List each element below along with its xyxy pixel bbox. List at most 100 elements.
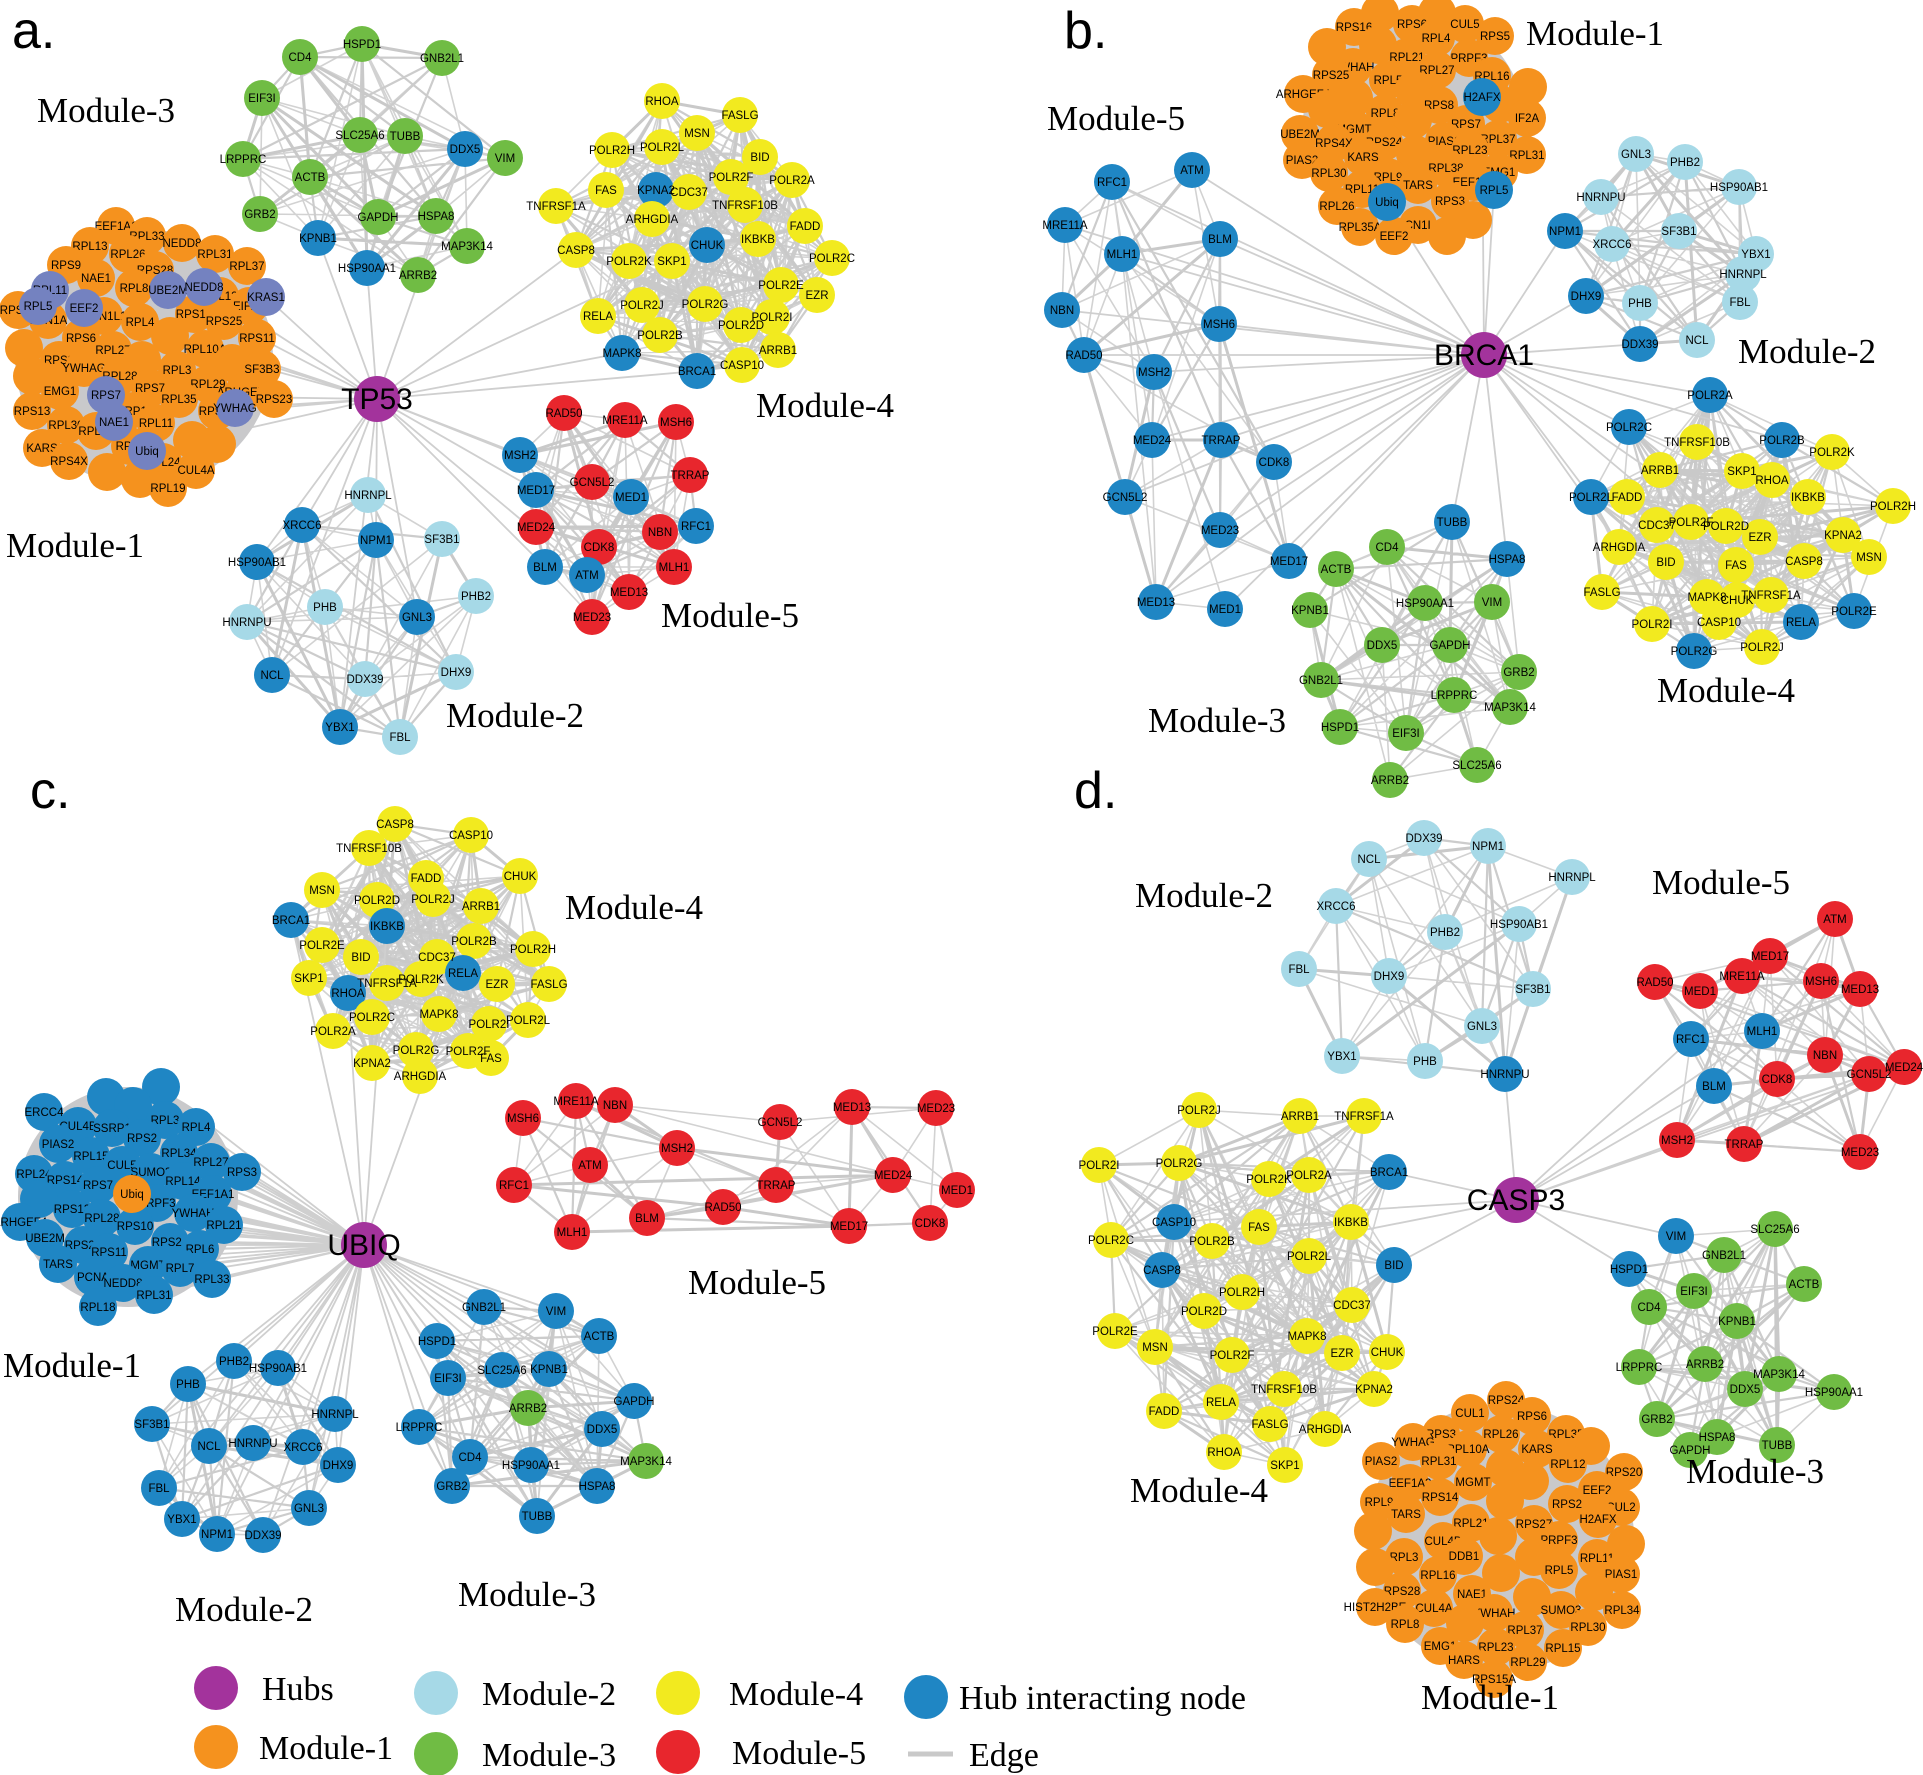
svg-text:EEF2: EEF2 [1380, 231, 1409, 243]
svg-text:NEDD8: NEDD8 [104, 1278, 143, 1290]
svg-text:DHX9: DHX9 [1374, 971, 1405, 983]
svg-text:NBN: NBN [1050, 305, 1074, 317]
svg-text:GCN5L2: GCN5L2 [570, 477, 615, 489]
svg-text:POLR2K: POLR2K [398, 974, 444, 986]
svg-text:RPS7: RPS7 [1451, 119, 1481, 131]
svg-text:RPS25: RPS25 [1313, 70, 1349, 82]
svg-text:DHX9: DHX9 [441, 667, 472, 679]
svg-text:FAS: FAS [1725, 560, 1747, 572]
svg-text:RPL8: RPL8 [120, 283, 149, 295]
svg-text:RELA: RELA [1786, 617, 1816, 629]
svg-text:RAD50: RAD50 [704, 1202, 741, 1214]
svg-text:ARRB1: ARRB1 [1641, 465, 1679, 477]
svg-text:RPL24: RPL24 [16, 1169, 52, 1181]
svg-text:RPL5: RPL5 [24, 301, 53, 313]
svg-text:NCL: NCL [197, 1441, 221, 1453]
svg-text:EEF2: EEF2 [1583, 1485, 1612, 1497]
svg-text:Module-1: Module-1 [6, 526, 144, 565]
svg-text:DDX5: DDX5 [450, 144, 481, 156]
svg-text:RAD50: RAD50 [1636, 977, 1673, 989]
svg-text:XRCC6: XRCC6 [1317, 901, 1356, 913]
svg-text:POLR2K: POLR2K [606, 256, 652, 268]
svg-text:HSP90AA1: HSP90AA1 [1805, 1387, 1863, 1399]
svg-text:c.: c. [30, 762, 70, 820]
svg-text:SF3B1: SF3B1 [424, 534, 459, 546]
svg-text:MED13: MED13 [610, 587, 648, 599]
svg-text:MED13: MED13 [1841, 984, 1879, 996]
svg-text:RPL4: RPL4 [126, 317, 155, 329]
svg-text:POLR2I: POLR2I [469, 1019, 510, 1031]
svg-text:EZR: EZR [1331, 1348, 1354, 1360]
svg-text:MSH6: MSH6 [1203, 319, 1235, 331]
svg-text:PRPF3: PRPF3 [1450, 53, 1487, 65]
svg-text:LRPPRC: LRPPRC [1616, 1362, 1663, 1374]
svg-text:VIM: VIM [1482, 597, 1502, 609]
svg-text:RPL30: RPL30 [1570, 1622, 1605, 1634]
svg-text:TRRAP: TRRAP [1725, 1139, 1764, 1151]
svg-text:HSP90AB1: HSP90AB1 [1490, 919, 1548, 931]
svg-text:MAP3K14: MAP3K14 [1753, 1369, 1805, 1381]
svg-text:GCN5L2: GCN5L2 [758, 1117, 803, 1129]
svg-text:TARS: TARS [1403, 180, 1433, 192]
svg-text:MED17: MED17 [830, 1221, 868, 1233]
svg-text:FADD: FADD [1149, 1406, 1180, 1418]
svg-text:RPS20: RPS20 [1606, 1467, 1642, 1479]
svg-text:YBX1: YBX1 [1327, 1051, 1356, 1063]
svg-text:Module-3: Module-3 [458, 1575, 596, 1614]
svg-text:ARRB1: ARRB1 [462, 901, 500, 913]
svg-text:POLR2B: POLR2B [637, 330, 683, 342]
svg-text:NCL: NCL [260, 670, 284, 682]
svg-text:MED17: MED17 [1270, 556, 1308, 568]
svg-text:ATM: ATM [1180, 165, 1203, 177]
svg-text:PIAS2: PIAS2 [42, 1139, 75, 1151]
svg-text:MLH1: MLH1 [1747, 1026, 1778, 1038]
svg-text:CASP8: CASP8 [1143, 1265, 1181, 1277]
svg-text:RPL23: RPL23 [1478, 1642, 1513, 1654]
svg-text:FBL: FBL [1729, 297, 1751, 309]
svg-text:BID: BID [1384, 1260, 1403, 1272]
svg-text:XRCC6: XRCC6 [284, 1442, 323, 1454]
svg-text:RPL21: RPL21 [1389, 52, 1424, 64]
svg-text:KPNB1: KPNB1 [530, 1364, 568, 1376]
svg-text:MED1: MED1 [941, 1185, 973, 1197]
svg-text:SLC25A6: SLC25A6 [1750, 1224, 1799, 1236]
svg-text:RPL34: RPL34 [1604, 1605, 1640, 1617]
svg-text:RPS24: RPS24 [152, 1237, 189, 1249]
svg-text:CASP8: CASP8 [1785, 556, 1823, 568]
svg-text:POLR2K: POLR2K [1246, 1174, 1292, 1186]
svg-text:MED13: MED13 [1137, 597, 1175, 609]
svg-text:YBX1: YBX1 [1741, 249, 1770, 261]
svg-text:RPS16: RPS16 [1336, 22, 1372, 34]
svg-text:RPL16: RPL16 [1420, 1570, 1455, 1582]
svg-text:FBL: FBL [389, 732, 411, 744]
svg-text:TNFRSF1A: TNFRSF1A [1334, 1111, 1394, 1123]
svg-text:SLC25A6: SLC25A6 [335, 130, 384, 142]
svg-text:HSP90AA1: HSP90AA1 [1396, 598, 1454, 610]
svg-text:MAPK8: MAPK8 [1288, 1331, 1327, 1343]
svg-text:HSP90AA1: HSP90AA1 [502, 1460, 560, 1472]
svg-text:RELA: RELA [448, 968, 478, 980]
svg-text:POLR2E: POLR2E [1831, 606, 1877, 618]
svg-text:RPL5: RPL5 [1480, 185, 1509, 197]
svg-text:RPS27: RPS27 [1516, 1519, 1552, 1531]
svg-text:GNL3: GNL3 [1621, 149, 1651, 161]
svg-text:KARS: KARS [1521, 1444, 1553, 1456]
svg-text:EEF2: EEF2 [70, 303, 99, 315]
svg-text:H2AFX: H2AFX [1579, 1514, 1616, 1526]
svg-text:TNFRSF10B: TNFRSF10B [712, 200, 778, 212]
svg-text:EIF3I: EIF3I [1680, 1286, 1707, 1298]
svg-text:RPS7: RPS7 [83, 1180, 113, 1192]
svg-text:RPS8: RPS8 [1424, 100, 1454, 112]
svg-text:BLM: BLM [1208, 234, 1232, 246]
svg-text:MED1: MED1 [1684, 986, 1716, 998]
svg-text:HARS: HARS [1448, 1655, 1480, 1667]
svg-text:TUBB: TUBB [522, 1511, 553, 1523]
svg-text:PCNA: PCNA [77, 1272, 109, 1284]
svg-text:HSPD1: HSPD1 [1321, 722, 1359, 734]
svg-text:Module-5: Module-5 [1652, 863, 1790, 902]
svg-text:Module-1: Module-1 [1526, 14, 1664, 53]
svg-text:UBE2M: UBE2M [148, 285, 188, 297]
svg-text:HSPA8: HSPA8 [1489, 554, 1526, 566]
svg-text:HNRNPL: HNRNPL [1548, 872, 1596, 884]
svg-text:SKP1: SKP1 [294, 973, 323, 985]
